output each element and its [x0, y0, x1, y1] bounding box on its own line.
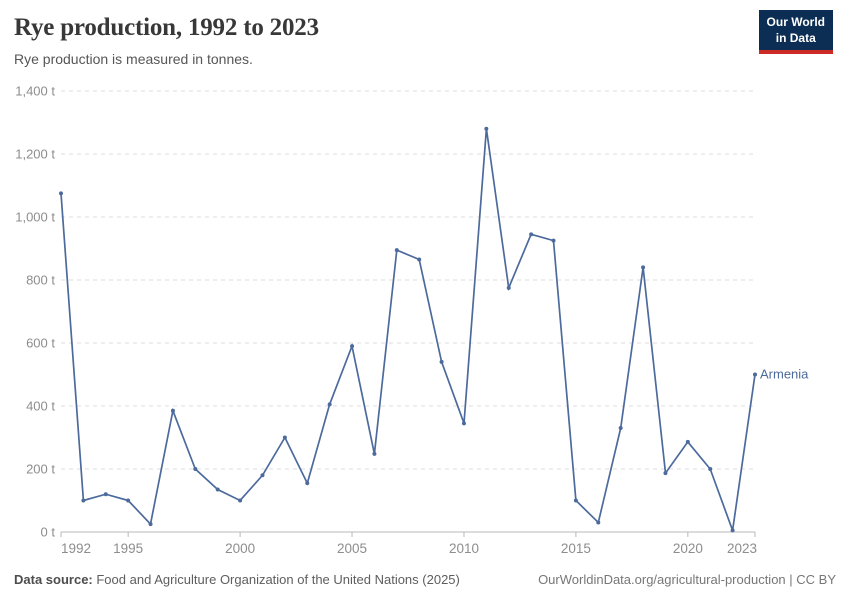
- data-point: [103, 492, 108, 497]
- data-point: [439, 359, 444, 364]
- x-axis-tick-label: 1992: [61, 541, 91, 556]
- data-point: [551, 238, 556, 243]
- y-axis-tick-label: 0 t: [41, 525, 56, 540]
- data-source-text: Data source: Food and Agriculture Organi…: [14, 572, 460, 587]
- chart-subtitle: Rye production is measured in tonnes.: [14, 51, 253, 67]
- x-axis-tick-label: 2010: [449, 541, 479, 556]
- data-point: [641, 265, 646, 270]
- data-point: [305, 481, 310, 486]
- data-point: [193, 467, 198, 471]
- y-axis-tick-label: 600 t: [26, 336, 55, 351]
- data-point: [327, 402, 332, 407]
- data-point: [215, 487, 220, 492]
- data-point: [282, 435, 287, 440]
- y-axis-tick-label: 200 t: [26, 462, 55, 477]
- data-point: [238, 498, 243, 503]
- data-point: [484, 126, 489, 131]
- data-point: [596, 520, 601, 525]
- y-axis-tick-label: 800 t: [26, 273, 55, 288]
- data-point: [126, 498, 131, 503]
- data-point: [753, 372, 757, 377]
- data-point: [618, 426, 623, 431]
- data-point: [529, 232, 534, 237]
- x-axis-tick-label: 2000: [225, 541, 255, 556]
- x-axis-tick-label: 2023: [727, 541, 757, 556]
- x-axis-tick-label: 1995: [113, 541, 143, 556]
- data-point: [730, 528, 735, 533]
- data-point: [148, 522, 153, 527]
- data-point: [170, 408, 175, 413]
- data-point: [506, 285, 511, 290]
- data-point: [372, 451, 377, 456]
- series-label-armenia: Armenia: [760, 367, 809, 382]
- owid-logo-line2: in Data: [775, 30, 816, 45]
- data-point: [394, 248, 399, 253]
- data-point: [461, 421, 466, 426]
- y-axis-tick-label: 1,000 t: [15, 210, 55, 225]
- data-point: [708, 467, 713, 471]
- data-point: [663, 471, 668, 476]
- y-axis-tick-label: 400 t: [26, 399, 55, 414]
- owid-logo-line1: Our World: [766, 15, 825, 29]
- x-axis-tick-label: 2005: [337, 541, 367, 556]
- x-axis-tick-label: 2015: [561, 541, 591, 556]
- data-point: [573, 498, 578, 503]
- credit-text: OurWorldinData.org/agricultural-producti…: [538, 572, 836, 587]
- x-axis-tick-label: 2020: [673, 541, 703, 556]
- y-axis-tick-label: 1,200 t: [15, 147, 55, 162]
- data-source-label: Data source:: [14, 572, 93, 587]
- data-point: [81, 498, 86, 503]
- data-point: [685, 439, 690, 444]
- y-axis-tick-label: 1,400 t: [15, 84, 55, 99]
- owid-logo: Our World in Data: [758, 10, 833, 55]
- data-point: [417, 257, 422, 262]
- data-point: [260, 473, 265, 478]
- data-source-value: Food and Agriculture Organization of the…: [92, 572, 460, 587]
- chart-title: Rye production, 1992 to 2023: [14, 14, 319, 41]
- data-point: [350, 344, 355, 349]
- data-line-armenia: [60, 128, 756, 531]
- data-point: [59, 191, 63, 196]
